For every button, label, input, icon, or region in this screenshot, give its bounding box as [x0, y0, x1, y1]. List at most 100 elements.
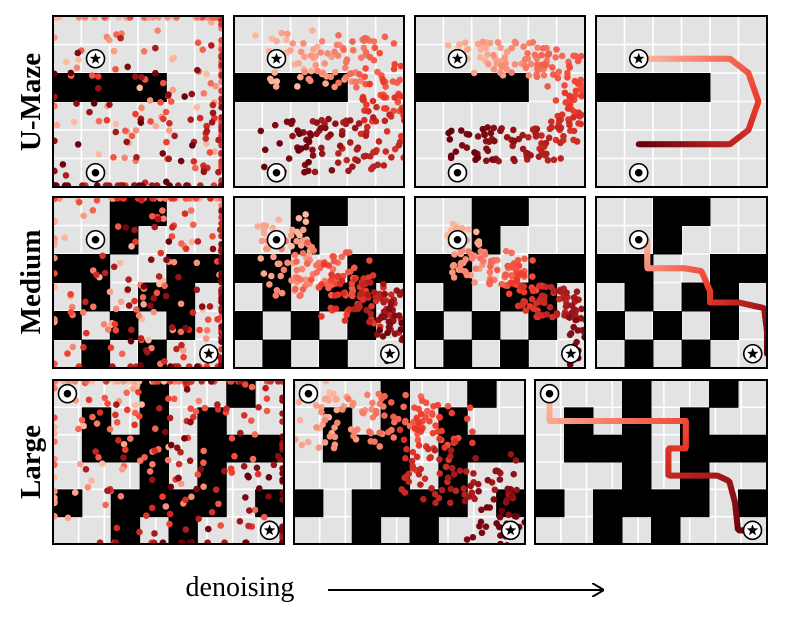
trajectory-point — [203, 140, 210, 147]
trajectory-point — [424, 445, 432, 453]
trajectory-point — [305, 158, 312, 166]
trajectory-point — [152, 69, 159, 77]
trajectory-point — [450, 274, 458, 281]
trajectory-point — [351, 275, 358, 283]
trajectory-point — [88, 477, 95, 485]
trajectory-point — [448, 409, 456, 417]
trajectory-point — [505, 511, 512, 519]
trajectory-point — [432, 499, 439, 507]
trajectory-point — [218, 232, 223, 240]
trajectory-point — [407, 314, 414, 321]
trajectory-point — [303, 260, 311, 267]
trajectory-point — [182, 526, 190, 533]
trajectory-point — [278, 29, 286, 37]
trajectory-point — [69, 343, 77, 351]
trajectory-point — [166, 414, 174, 422]
trajectory-point — [173, 345, 180, 353]
trajectory-point — [501, 54, 509, 61]
trajectory-point — [308, 67, 315, 75]
trajectory-point — [570, 114, 577, 121]
trajectory-point — [406, 317, 413, 324]
trajectory-point — [189, 142, 196, 149]
trajectory-point — [482, 44, 490, 52]
trajectory-point — [428, 485, 435, 492]
trajectory-point — [331, 433, 339, 441]
trajectory-point — [209, 16, 216, 21]
trajectory-point — [203, 70, 210, 78]
trajectory-point — [126, 16, 134, 21]
trajectory-point — [369, 97, 377, 105]
trajectory-point — [445, 129, 452, 137]
trajectory-point — [380, 93, 388, 101]
trajectory-point — [390, 65, 398, 73]
trajectory-point — [331, 48, 338, 56]
trajectory-point — [214, 401, 221, 408]
trajectory-point — [112, 128, 120, 136]
trajectory-point — [196, 114, 204, 122]
trajectory-point — [385, 324, 393, 331]
panel-border — [293, 379, 526, 545]
trajectory — [53, 380, 284, 544]
trajectory-point — [427, 454, 434, 461]
trajectory-point — [461, 497, 469, 505]
trajectory-point — [137, 119, 145, 127]
trajectory-point — [103, 116, 111, 124]
trajectory-point — [436, 470, 444, 477]
trajectory-point — [279, 523, 284, 531]
trajectory-point — [123, 138, 130, 146]
trajectory-point — [218, 61, 223, 69]
maze-wall — [471, 197, 501, 226]
trajectory — [254, 211, 414, 365]
trajectory-point — [503, 133, 511, 141]
trajectory-point — [218, 126, 223, 133]
trajectory-point — [578, 305, 585, 313]
trajectory-point — [138, 182, 146, 187]
trajectory-point — [359, 281, 367, 288]
trajectory-point — [117, 34, 124, 42]
maze-wall — [467, 380, 497, 408]
trajectory-point — [577, 52, 585, 60]
trajectory-point — [209, 109, 217, 117]
trajectory-point — [566, 92, 573, 100]
trajectory-point — [403, 472, 410, 480]
trajectory-point — [332, 305, 340, 312]
trajectory-point — [566, 121, 573, 129]
trajectory-point — [200, 483, 207, 490]
trajectory-point — [218, 345, 223, 353]
trajectory-point — [490, 51, 497, 59]
trajectory-point — [450, 471, 458, 478]
trajectory-point — [62, 172, 70, 179]
trajectory-point — [198, 380, 205, 385]
trajectory-point — [128, 326, 135, 334]
trajectory-point — [215, 168, 222, 176]
trajectory-point — [198, 303, 206, 310]
trajectory-point — [149, 197, 156, 202]
trajectory-point — [469, 439, 476, 447]
trajectory-point — [122, 446, 129, 453]
trajectory-point — [244, 472, 251, 480]
trajectory-point — [155, 273, 163, 280]
trajectory-point — [53, 414, 58, 421]
trajectory-point — [580, 82, 585, 90]
trajectory-point — [371, 438, 378, 445]
start-circle-icon — [57, 383, 78, 404]
trajectory-point — [124, 406, 131, 414]
goal-star-icon — [85, 48, 106, 69]
trajectory-point — [470, 470, 477, 477]
trajectory-point — [67, 69, 75, 77]
trajectory-point — [138, 401, 145, 408]
start-circle-icon — [266, 162, 287, 183]
trajectory-point — [289, 117, 296, 125]
trajectory-point — [509, 492, 516, 499]
trajectory-point — [196, 326, 203, 334]
panel-border — [52, 15, 224, 188]
trajectory-point — [187, 405, 195, 412]
maze-wall — [443, 339, 473, 369]
trajectory-point — [312, 402, 320, 409]
trajectory — [635, 236, 767, 357]
trajectory-point — [364, 123, 371, 131]
trajectory-point — [145, 16, 153, 21]
trajectory-point — [298, 265, 306, 273]
trajectory-point — [340, 46, 347, 54]
trajectory-point — [279, 539, 284, 544]
